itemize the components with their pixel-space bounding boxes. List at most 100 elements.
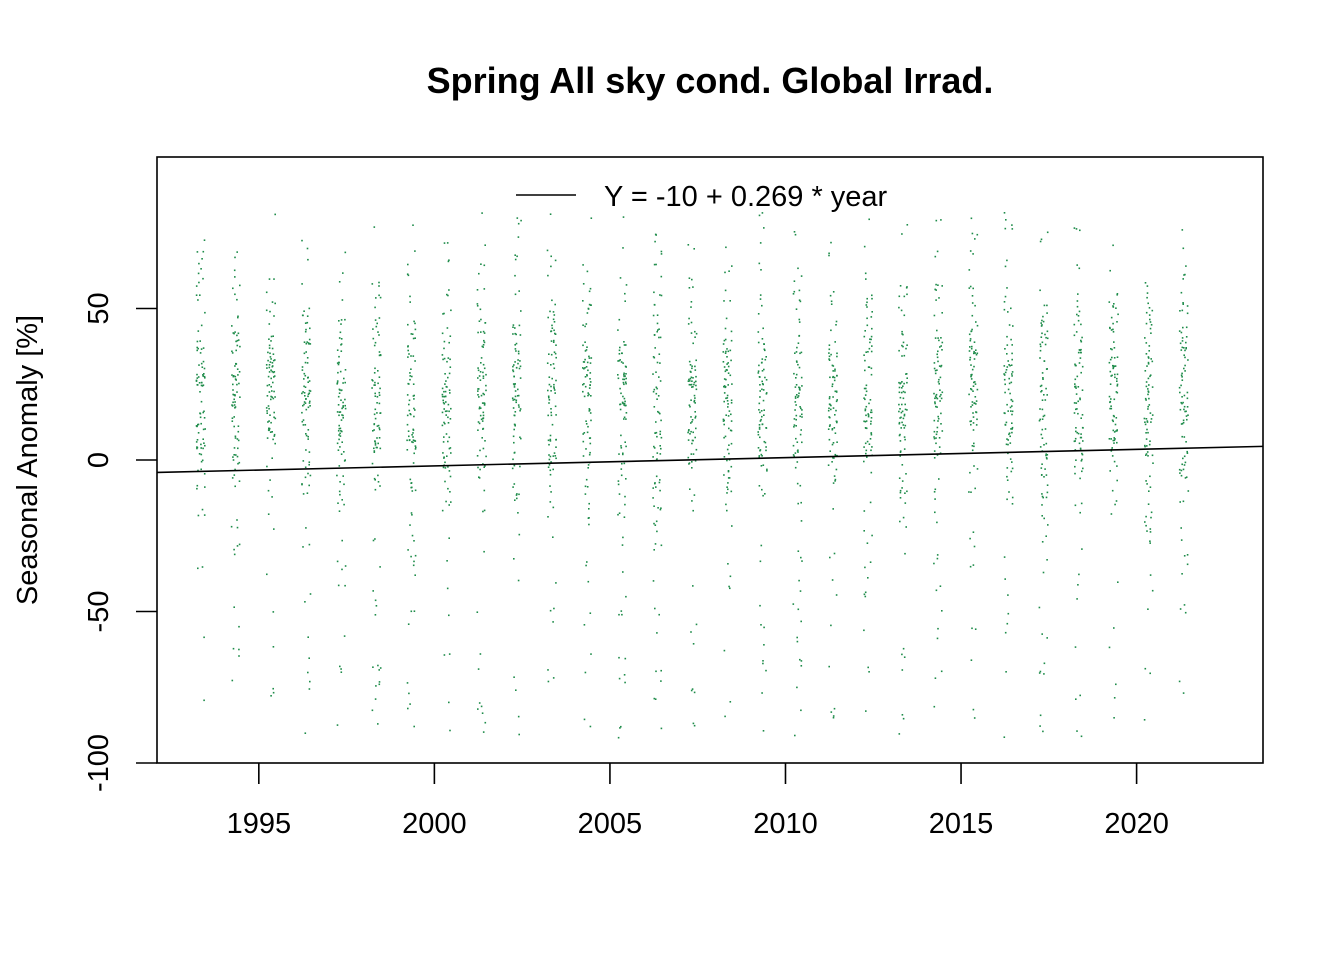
data-point (232, 287, 234, 290)
data-point (196, 340, 199, 343)
data-point (445, 414, 447, 416)
data-point (761, 415, 763, 418)
data-point (936, 426, 939, 429)
data-point (1149, 440, 1151, 442)
data-point (865, 304, 868, 306)
data-point (937, 337, 939, 339)
data-point (554, 259, 557, 262)
data-point (937, 350, 939, 353)
data-point (414, 489, 417, 492)
data-point (268, 427, 270, 430)
data-point (1043, 304, 1046, 307)
data-point (723, 419, 725, 422)
data-point (200, 453, 203, 456)
data-point (1008, 377, 1010, 380)
data-point (266, 395, 269, 397)
data-point (623, 516, 626, 518)
data-point (444, 410, 447, 413)
data-point (655, 386, 658, 389)
data-point (976, 388, 979, 391)
data-point (1186, 450, 1188, 453)
data-point (520, 219, 522, 222)
data-point (231, 417, 234, 419)
data-point (1075, 331, 1078, 333)
data-point (867, 413, 869, 415)
data-point (1116, 441, 1118, 444)
data-point (233, 269, 236, 272)
data-point (975, 349, 977, 351)
data-point (971, 627, 973, 630)
data-point (1081, 470, 1083, 473)
data-point (234, 331, 236, 333)
data-point (1147, 390, 1150, 392)
data-point (793, 455, 795, 458)
data-point (654, 347, 656, 349)
data-point (234, 375, 237, 378)
data-point (728, 452, 730, 455)
data-point (232, 456, 234, 458)
data-point (588, 387, 591, 389)
data-point (483, 367, 486, 370)
data-point (759, 449, 762, 451)
data-point (480, 418, 483, 421)
data-point (799, 415, 801, 418)
data-point (409, 301, 411, 303)
data-point (196, 377, 199, 379)
data-point (482, 371, 484, 374)
data-point (202, 277, 204, 280)
data-point (1004, 391, 1006, 394)
data-point (659, 445, 661, 447)
data-point (237, 339, 240, 341)
data-point (552, 363, 555, 365)
data-point (863, 460, 865, 463)
data-point (203, 367, 206, 370)
data-point (1039, 714, 1042, 717)
data-point (270, 335, 273, 338)
data-point (798, 299, 801, 301)
data-point (1109, 327, 1111, 330)
data-point (237, 462, 239, 465)
data-point (973, 402, 975, 405)
data-point (834, 478, 837, 481)
data-point (587, 392, 589, 394)
data-point (513, 423, 516, 426)
data-point (274, 396, 276, 398)
data-point (724, 289, 727, 292)
data-point (933, 314, 936, 317)
data-point (1180, 384, 1182, 387)
data-point (968, 269, 971, 271)
data-point (518, 367, 521, 370)
data-point (691, 688, 694, 690)
data-point (1110, 375, 1112, 377)
data-point (268, 391, 271, 393)
data-point (695, 332, 698, 335)
data-point (794, 386, 797, 388)
data-point (1181, 372, 1183, 375)
data-point (936, 637, 939, 640)
data-point (694, 415, 697, 418)
data-point (590, 357, 593, 359)
data-point (835, 468, 838, 471)
data-point (828, 403, 831, 405)
data-point (970, 378, 973, 380)
data-point (376, 396, 379, 398)
data-point (340, 323, 342, 325)
data-point (478, 272, 480, 275)
data-point (582, 344, 584, 347)
data-point (553, 321, 556, 323)
data-point (835, 390, 838, 393)
data-point (833, 427, 836, 429)
data-point (830, 300, 833, 303)
data-point (1116, 373, 1119, 376)
data-point (1044, 399, 1047, 401)
data-point (974, 396, 977, 398)
data-point (761, 388, 763, 391)
data-point (341, 568, 343, 571)
data-point (196, 346, 198, 349)
data-point (477, 668, 480, 670)
data-point (690, 689, 693, 692)
data-point (794, 397, 797, 399)
data-point (515, 366, 518, 369)
data-point (202, 347, 205, 349)
data-point (308, 688, 311, 690)
